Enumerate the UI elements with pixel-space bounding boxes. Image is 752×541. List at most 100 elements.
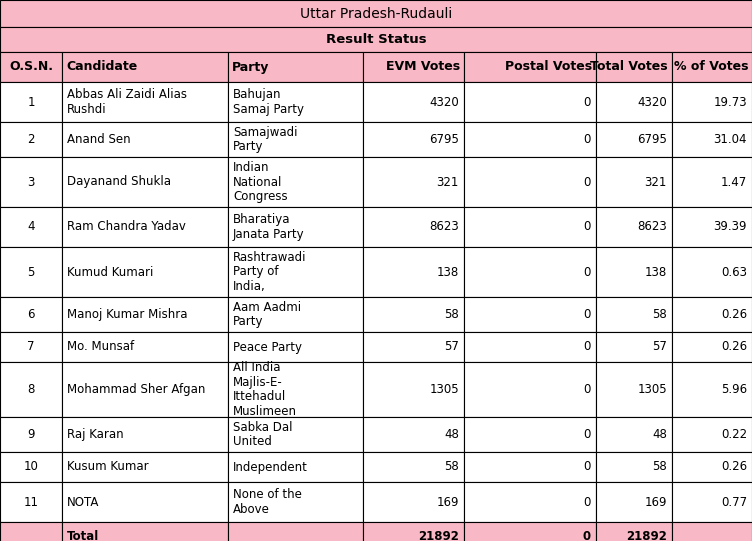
Text: Postal Votes: Postal Votes bbox=[505, 61, 592, 74]
Text: Total: Total bbox=[67, 531, 99, 541]
Text: Total Votes: Total Votes bbox=[590, 61, 668, 74]
Bar bbox=[363, 297, 464, 332]
Bar bbox=[464, 52, 596, 82]
Bar bbox=[0, 207, 62, 247]
Bar bbox=[62, 482, 228, 522]
Text: 4320: 4320 bbox=[429, 96, 459, 109]
Text: Aam Aadmi
Party: Aam Aadmi Party bbox=[233, 301, 301, 328]
Bar bbox=[0, 27, 752, 52]
Bar bbox=[363, 157, 464, 207]
Text: Bahujan
Samaj Party: Bahujan Samaj Party bbox=[233, 88, 304, 116]
Text: Result Status: Result Status bbox=[326, 33, 426, 46]
Text: 0: 0 bbox=[584, 496, 591, 509]
Text: 57: 57 bbox=[444, 340, 459, 353]
Text: 58: 58 bbox=[444, 308, 459, 321]
Text: 0: 0 bbox=[584, 340, 591, 353]
Bar bbox=[0, 0, 752, 27]
Bar bbox=[672, 522, 752, 541]
Bar bbox=[0, 122, 62, 157]
Text: Sabka Dal
United: Sabka Dal United bbox=[233, 421, 293, 448]
Text: 57: 57 bbox=[652, 340, 667, 353]
Bar bbox=[62, 52, 228, 82]
Text: 138: 138 bbox=[644, 266, 667, 279]
Bar bbox=[363, 122, 464, 157]
Text: 58: 58 bbox=[444, 460, 459, 473]
Text: 1305: 1305 bbox=[429, 383, 459, 396]
Text: 169: 169 bbox=[436, 496, 459, 509]
Text: 0.26: 0.26 bbox=[721, 460, 747, 473]
Text: 6795: 6795 bbox=[429, 133, 459, 146]
Text: % of Votes: % of Votes bbox=[674, 61, 748, 74]
Bar bbox=[228, 417, 363, 452]
Bar bbox=[0, 482, 62, 522]
Text: NOTA: NOTA bbox=[67, 496, 99, 509]
Text: 3: 3 bbox=[27, 175, 35, 188]
Bar bbox=[0, 417, 62, 452]
Text: 9: 9 bbox=[27, 428, 35, 441]
Text: 48: 48 bbox=[652, 428, 667, 441]
Bar bbox=[228, 522, 363, 541]
Bar bbox=[464, 82, 596, 122]
Text: 1.47: 1.47 bbox=[720, 175, 747, 188]
Bar bbox=[0, 52, 62, 82]
Text: 0.26: 0.26 bbox=[721, 308, 747, 321]
Text: 31.04: 31.04 bbox=[714, 133, 747, 146]
Text: Kumud Kumari: Kumud Kumari bbox=[67, 266, 153, 279]
Bar bbox=[672, 362, 752, 417]
Bar bbox=[596, 417, 672, 452]
Bar bbox=[596, 522, 672, 541]
Text: 0: 0 bbox=[583, 531, 591, 541]
Text: 48: 48 bbox=[444, 428, 459, 441]
Text: 0.77: 0.77 bbox=[721, 496, 747, 509]
Bar bbox=[672, 332, 752, 362]
Bar bbox=[62, 332, 228, 362]
Bar bbox=[0, 522, 62, 541]
Bar bbox=[464, 482, 596, 522]
Bar bbox=[363, 452, 464, 482]
Text: Rashtrawadi
Party of
India,: Rashtrawadi Party of India, bbox=[233, 251, 307, 293]
Text: 0: 0 bbox=[584, 308, 591, 321]
Text: 321: 321 bbox=[437, 175, 459, 188]
Text: 21892: 21892 bbox=[418, 531, 459, 541]
Bar bbox=[464, 417, 596, 452]
Text: 4320: 4320 bbox=[637, 96, 667, 109]
Text: 0: 0 bbox=[584, 266, 591, 279]
Bar bbox=[363, 82, 464, 122]
Bar bbox=[464, 362, 596, 417]
Text: 0: 0 bbox=[584, 96, 591, 109]
Bar bbox=[228, 297, 363, 332]
Bar bbox=[62, 417, 228, 452]
Text: 169: 169 bbox=[644, 496, 667, 509]
Bar bbox=[228, 247, 363, 297]
Bar bbox=[228, 332, 363, 362]
Bar bbox=[62, 297, 228, 332]
Text: 1305: 1305 bbox=[638, 383, 667, 396]
Text: 58: 58 bbox=[652, 460, 667, 473]
Bar bbox=[62, 157, 228, 207]
Bar bbox=[0, 157, 62, 207]
Text: 6: 6 bbox=[27, 308, 35, 321]
Text: Manoj Kumar Mishra: Manoj Kumar Mishra bbox=[67, 308, 187, 321]
Bar bbox=[672, 157, 752, 207]
Bar bbox=[464, 157, 596, 207]
Bar bbox=[464, 452, 596, 482]
Bar bbox=[672, 247, 752, 297]
Text: 0: 0 bbox=[584, 175, 591, 188]
Bar bbox=[62, 82, 228, 122]
Bar bbox=[363, 482, 464, 522]
Bar bbox=[464, 207, 596, 247]
Bar bbox=[672, 482, 752, 522]
Bar bbox=[228, 157, 363, 207]
Bar bbox=[672, 82, 752, 122]
Bar bbox=[0, 452, 62, 482]
Text: 0.26: 0.26 bbox=[721, 340, 747, 353]
Text: Candidate: Candidate bbox=[66, 61, 138, 74]
Bar bbox=[228, 52, 363, 82]
Bar bbox=[596, 122, 672, 157]
Text: 1: 1 bbox=[27, 96, 35, 109]
Bar bbox=[464, 332, 596, 362]
Text: 6795: 6795 bbox=[637, 133, 667, 146]
Text: 0.63: 0.63 bbox=[721, 266, 747, 279]
Text: Uttar Pradesh-Rudauli: Uttar Pradesh-Rudauli bbox=[300, 6, 452, 21]
Text: 7: 7 bbox=[27, 340, 35, 353]
